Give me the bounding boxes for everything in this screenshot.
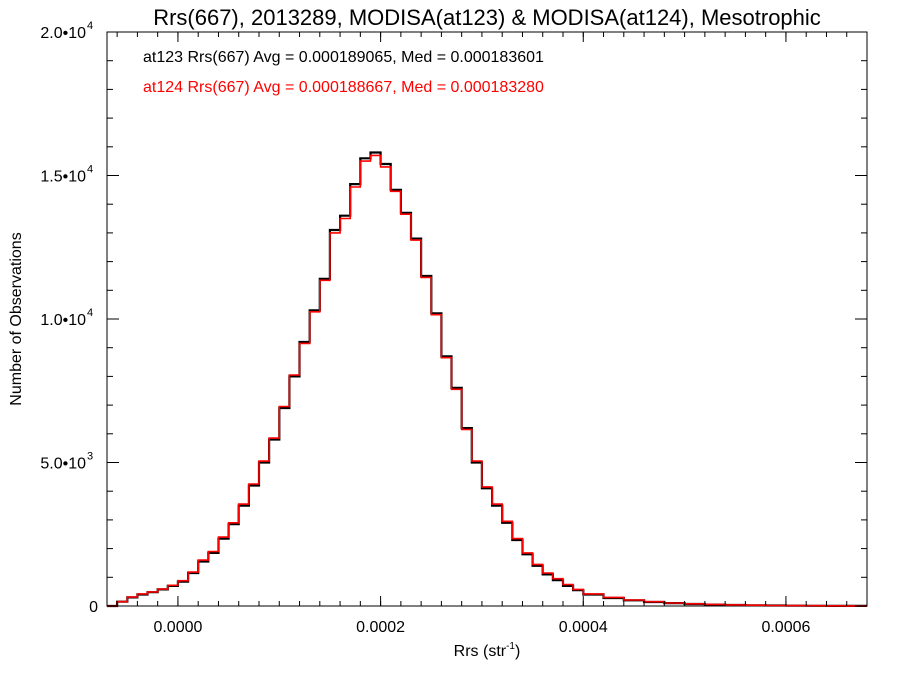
annotation-at124: at124 Rrs(667) Avg = 0.000188667, Med = … bbox=[143, 79, 544, 96]
series-line-2 bbox=[107, 154, 867, 607]
x-axis-label: Rrs (str-1) bbox=[454, 641, 521, 660]
y-tick-label-3: 1.5•10 bbox=[40, 169, 86, 186]
x-tick-label-3: 0.0006 bbox=[761, 619, 810, 636]
x-axis-label-base: Rrs (str bbox=[454, 643, 507, 660]
series-layer bbox=[107, 151, 867, 608]
y-tick-label-2: 1.0•10 bbox=[40, 312, 86, 329]
x-tick-label-0: 0.0000 bbox=[153, 619, 202, 636]
chart-title: Rrs(667), 2013289, MODISA(at123) & MODIS… bbox=[153, 5, 821, 30]
x-axis-label-close: ) bbox=[515, 643, 520, 660]
y-tick-exponent-1: 3 bbox=[87, 451, 93, 463]
y-tick-exponent-3: 4 bbox=[87, 164, 93, 176]
y-tick-label-4: 2.0•10 bbox=[40, 25, 86, 42]
series-line-1 bbox=[107, 151, 867, 608]
x-axis-label-sup: -1 bbox=[506, 641, 515, 652]
y-tick-exponent-4: 4 bbox=[87, 20, 93, 32]
y-axis-label: Number of Observations bbox=[8, 232, 25, 405]
plot-frame bbox=[106, 31, 868, 607]
y-tick-label-0: 0 bbox=[89, 599, 98, 616]
x-tick-label-1: 0.0002 bbox=[356, 619, 405, 636]
annotation-at123: at123 Rrs(667) Avg = 0.000189065, Med = … bbox=[143, 49, 544, 66]
y-tick-exponent-2: 4 bbox=[87, 307, 93, 319]
y-tick-label-1: 5.0•10 bbox=[40, 456, 86, 473]
x-tick-label-2: 0.0004 bbox=[559, 619, 608, 636]
